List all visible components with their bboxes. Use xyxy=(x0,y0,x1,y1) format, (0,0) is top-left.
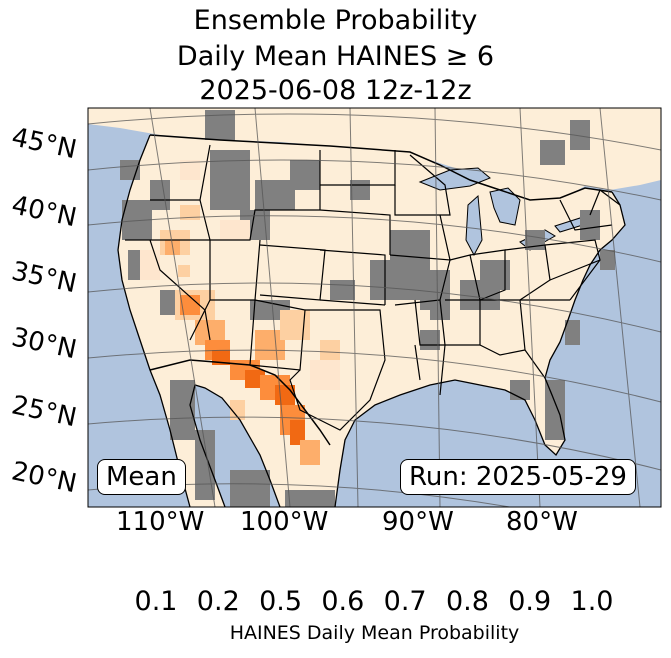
grid-cell xyxy=(180,205,200,220)
grid-cell xyxy=(420,330,440,350)
grid-cell xyxy=(220,220,250,240)
grid-cell xyxy=(320,340,340,360)
grid-cell xyxy=(230,470,270,507)
grid-cell xyxy=(255,180,295,210)
state-borders xyxy=(125,144,621,431)
grid-cell xyxy=(350,180,370,200)
map xyxy=(87,107,662,508)
grid-cell xyxy=(290,420,305,445)
colorbar-tick-4: 0.7 xyxy=(383,586,427,617)
title-line-2: Daily Mean HAINES ≥ 6 xyxy=(176,41,495,72)
grid-cell xyxy=(430,300,450,320)
colorbar-tick-3: 0.6 xyxy=(321,586,365,617)
colorbar-tick-6: 0.9 xyxy=(508,586,552,617)
grid-cell xyxy=(545,380,565,440)
colorbar-tick-0: 0.1 xyxy=(134,586,178,617)
grid-cell xyxy=(140,250,160,280)
lon-label-90: 90°W xyxy=(382,507,454,537)
coastline xyxy=(117,134,626,507)
title-line-3: 2025-06-08 12z-12z xyxy=(199,75,472,106)
lon-label-100: 100°W xyxy=(240,507,329,537)
graticule xyxy=(88,108,661,507)
grid-cell xyxy=(180,295,200,315)
colorbar-tick-1: 0.2 xyxy=(196,586,240,617)
grid-cell xyxy=(178,265,190,277)
grid-cell xyxy=(285,490,335,507)
grid-cell xyxy=(310,360,340,390)
grid-cell xyxy=(180,160,200,180)
grid-cell xyxy=(280,310,310,340)
run-label: Run: 2025-05-29 xyxy=(400,459,636,495)
grid-cell xyxy=(195,430,215,500)
grid-cell xyxy=(570,120,590,150)
colorbar-tick-5: 0.8 xyxy=(445,586,489,617)
country-borders xyxy=(149,134,613,446)
colorbar-tick-7: 1.0 xyxy=(570,586,614,617)
grid-cell xyxy=(290,160,320,190)
lon-label-110: 110°W xyxy=(116,507,205,537)
lon-label-80: 80°W xyxy=(506,507,578,537)
grid-cell xyxy=(210,150,250,210)
grid-cell xyxy=(525,230,545,250)
grid-cell xyxy=(150,180,170,210)
grid-cell xyxy=(540,140,565,165)
mean-label: Mean xyxy=(97,459,186,495)
grid-cell xyxy=(230,400,245,420)
colorbar-tick-2: 0.5 xyxy=(259,586,303,617)
colorbar-label: HAINES Daily Mean Probability xyxy=(229,622,520,644)
grid-cell xyxy=(212,350,230,365)
title-line-1: Ensemble Probability xyxy=(193,5,478,36)
grid-cell xyxy=(580,210,600,240)
grid-cell xyxy=(275,385,295,405)
grid-cell xyxy=(330,280,355,300)
grid-cell xyxy=(565,320,580,345)
grid-cell xyxy=(600,250,615,270)
grid-cell xyxy=(300,440,320,465)
map-frame xyxy=(87,107,662,508)
